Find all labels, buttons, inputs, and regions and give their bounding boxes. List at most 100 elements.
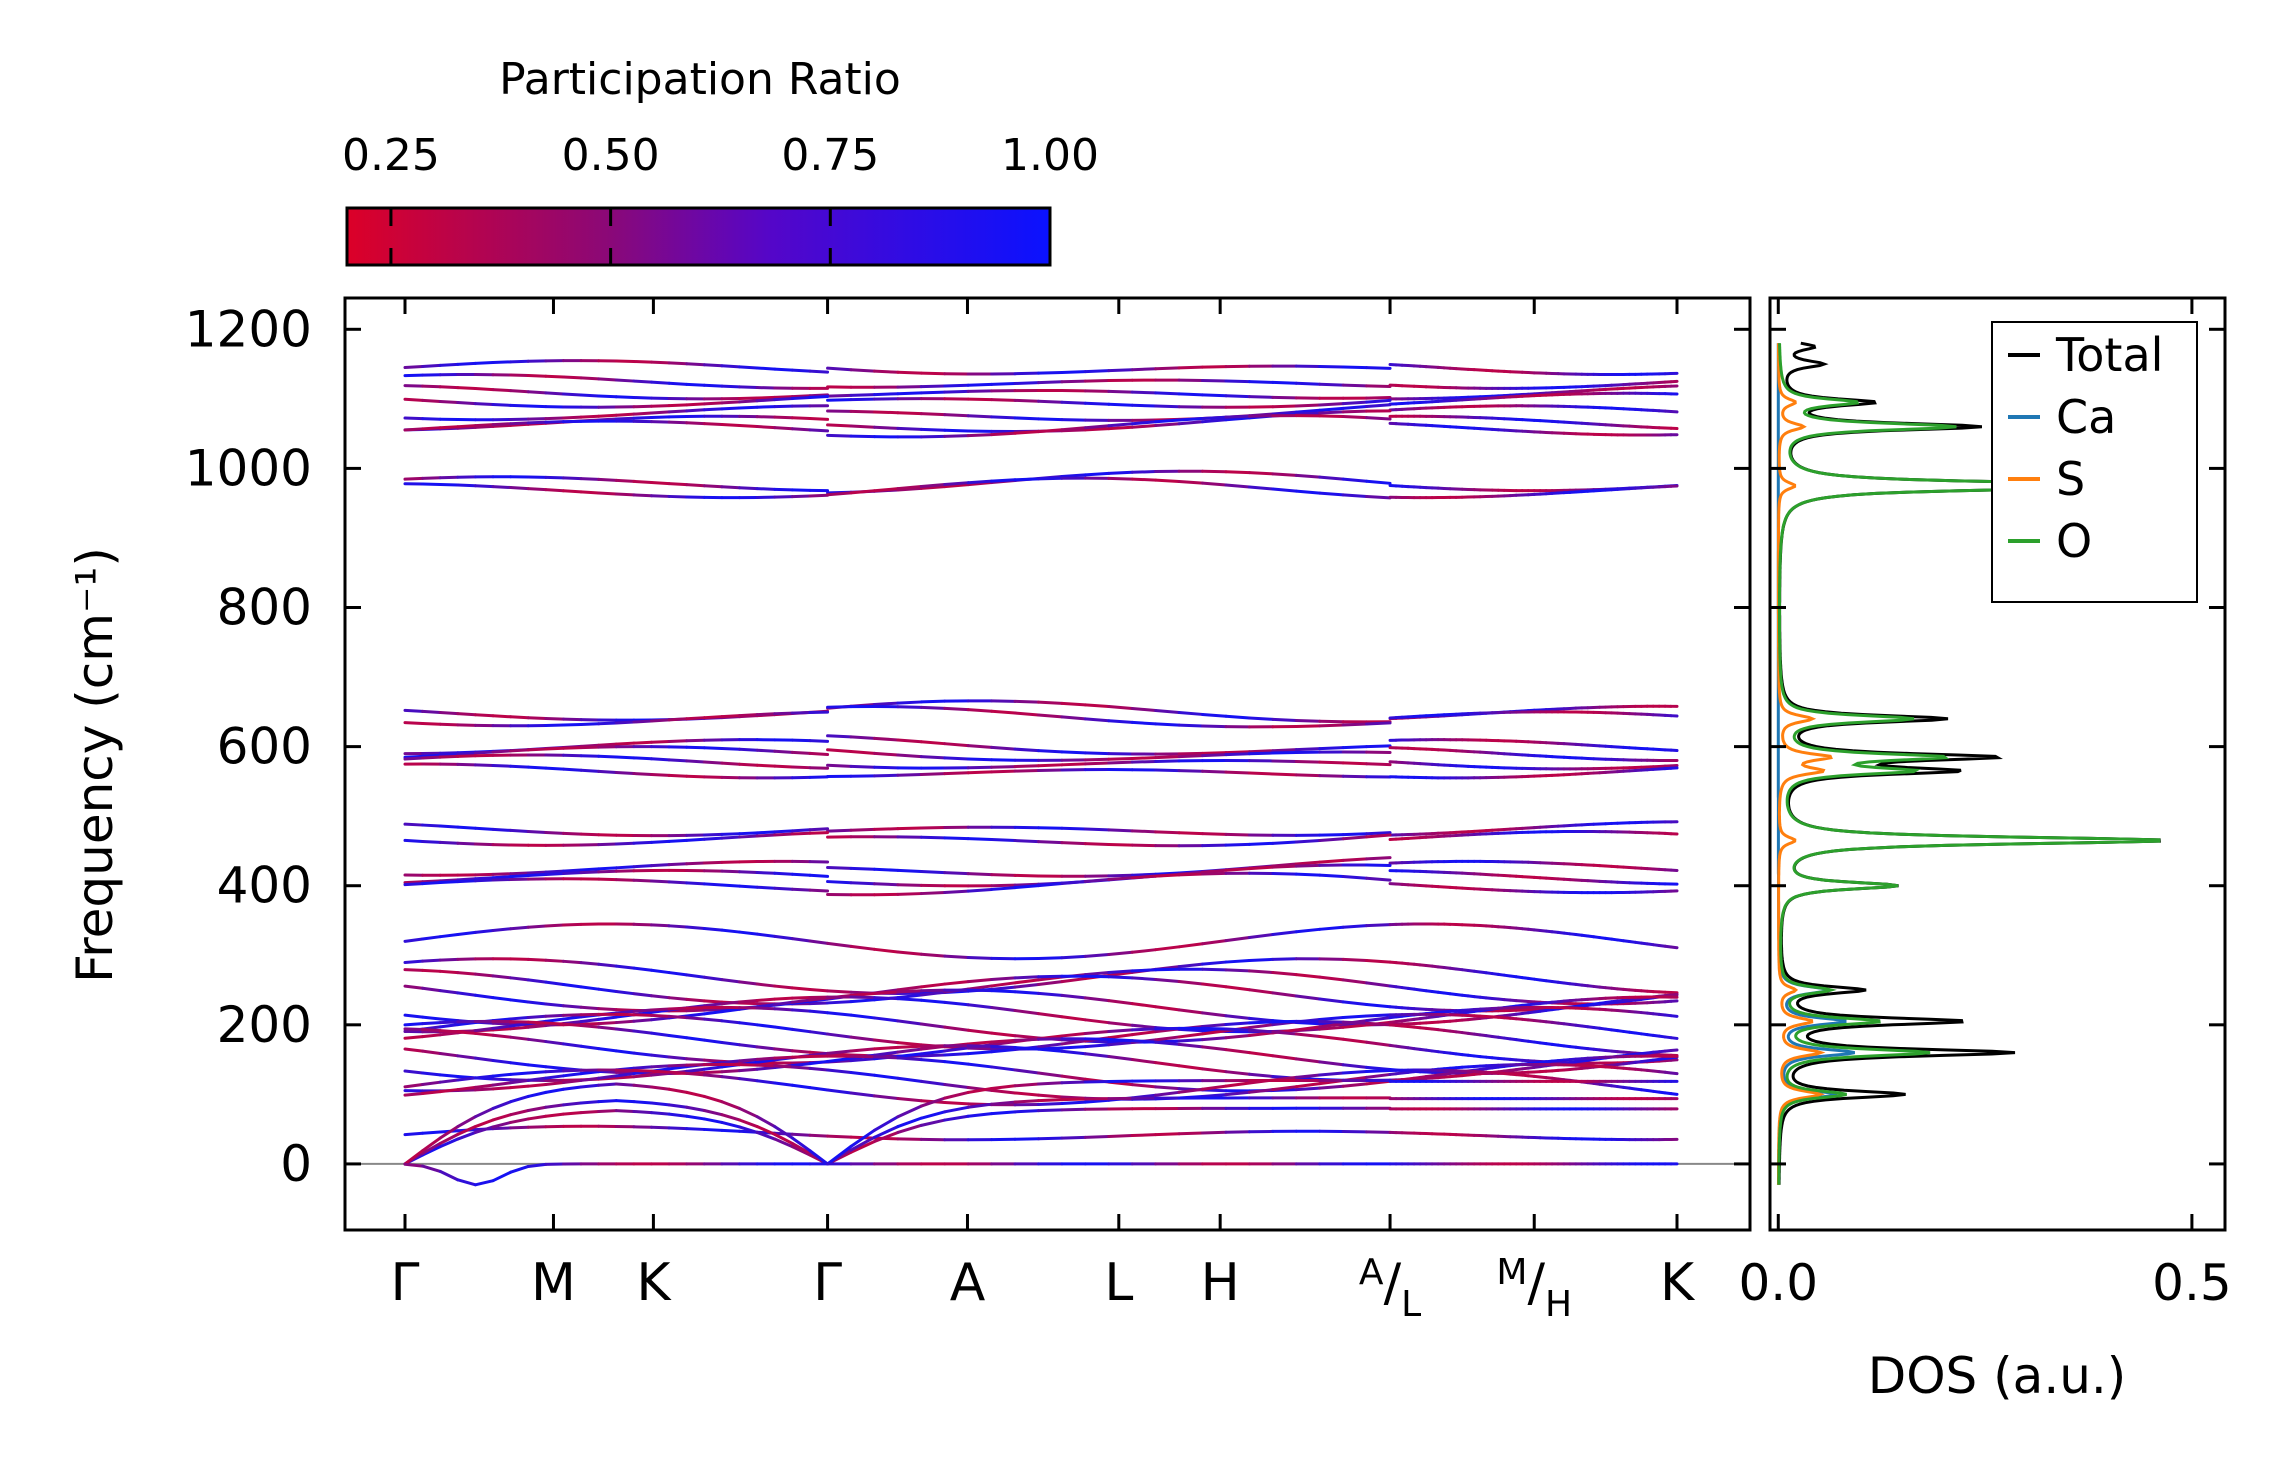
band-line-segment: [828, 868, 851, 869]
band-line-segment: [1249, 718, 1272, 719]
band-line-segment: [1367, 1005, 1390, 1007]
band-line-segment: [921, 707, 944, 708]
band-line-segment: [810, 397, 828, 398]
band-line-segment: [828, 435, 851, 436]
band-line-segment: [634, 1053, 652, 1055]
band-line-segment: [1062, 1099, 1085, 1100]
band-line-segment: [921, 837, 944, 838]
band-line-segment: [757, 1008, 775, 1009]
band-line-segment: [1203, 941, 1226, 944]
legend-label: Total: [2055, 328, 2163, 382]
band-line-segment: [1015, 701, 1038, 702]
band-line-segment: [945, 1062, 968, 1064]
band-line-segment: [1296, 1088, 1319, 1089]
band-line-segment: [405, 884, 423, 885]
band-line-segment: [704, 1001, 722, 1002]
band-line-segment: [511, 488, 529, 489]
band-line-segment: [968, 1005, 991, 1008]
band-line-segment: [1367, 398, 1390, 399]
band-line-segment: [687, 404, 705, 405]
band-line-segment: [851, 829, 874, 830]
band-line-segment: [669, 760, 687, 761]
band-line-segment: [1085, 763, 1108, 764]
band-line-segment: [1249, 1053, 1272, 1056]
band-line-segment: [1203, 969, 1226, 970]
band-line-segment: [405, 939, 423, 941]
band-line-segment: [704, 1119, 722, 1123]
band-line-segment: [1226, 844, 1249, 845]
band-line-segment: [546, 871, 564, 872]
band-line-segment: [511, 978, 529, 980]
band-line-segment: [511, 750, 529, 751]
band-line-segment: [563, 394, 581, 395]
band-line-segment: [1179, 367, 1202, 368]
band-line-segment: [440, 991, 458, 993]
band-line-segment: [423, 365, 441, 366]
band-line-segment: [511, 766, 529, 767]
band-line-segment: [1062, 1034, 1085, 1036]
band-line-segment: [423, 711, 441, 712]
band-line-segment: [1039, 982, 1062, 985]
band-line-segment: [1273, 959, 1296, 960]
band-line-segment: [493, 1128, 511, 1129]
band-line-segment: [405, 1164, 423, 1166]
band-line-segment: [968, 1046, 991, 1047]
band-line-segment: [1039, 478, 1062, 479]
band-line-segment: [775, 998, 793, 999]
band-line-segment: [563, 719, 581, 720]
band-line-segment: [1296, 383, 1319, 384]
band-line-segment: [1296, 491, 1319, 493]
band-line-segment: [874, 738, 897, 740]
band-line-segment: [1320, 860, 1343, 862]
band-line-segment: [528, 767, 546, 768]
band-line-segment: [992, 1086, 1015, 1089]
band-line-segment: [616, 1111, 634, 1112]
band-line-segment: [405, 1084, 423, 1086]
band-line-segment: [1015, 1111, 1038, 1112]
band-line-segment: [1320, 408, 1343, 410]
band-line-segment: [1179, 1133, 1202, 1134]
band-line-segment: [898, 393, 921, 394]
band-line-segment: [757, 397, 775, 398]
band-line-segment: [874, 1075, 897, 1078]
band-line-segment: [757, 872, 775, 873]
band-line-segment: [546, 393, 564, 394]
band-line-segment: [669, 411, 687, 412]
band-line-segment: [810, 768, 828, 769]
band-line-segment: [652, 841, 670, 842]
band-line-segment: [634, 842, 652, 843]
band-line-segment: [1320, 416, 1343, 417]
band-line-segment: [634, 1067, 652, 1068]
band-line-segment: [1203, 1132, 1226, 1133]
band-line-segment: [599, 744, 617, 745]
band-line-segment: [405, 970, 423, 971]
band-line-segment: [874, 1018, 897, 1021]
band-line-segment: [616, 1011, 634, 1013]
band-line-segment: [1226, 416, 1249, 417]
band-line-segment: [1273, 932, 1296, 935]
band-line-segment: [792, 429, 810, 430]
band-line-segment: [1367, 746, 1390, 747]
band-line-segment: [511, 361, 529, 362]
band-line-segment: [851, 1056, 874, 1057]
band-line-segment: [921, 1120, 944, 1125]
band-line-segment: [1273, 474, 1296, 476]
band-line-segment: [1226, 485, 1249, 487]
band-line-segment: [1367, 835, 1390, 837]
band-line-segment: [775, 1083, 793, 1085]
band-line-segment: [740, 1045, 758, 1047]
band-line-segment: [898, 995, 921, 998]
band-line-segment: [563, 1113, 581, 1115]
band-line-segment: [968, 1114, 991, 1117]
band-line-segment: [1203, 420, 1226, 422]
band-line-segment: [1249, 753, 1272, 754]
band-line-segment: [945, 744, 968, 746]
band-line-segment: [1226, 396, 1249, 397]
band-line-segment: [493, 1088, 511, 1089]
band-line-segment: [722, 930, 740, 932]
band-line-segment: [1367, 1132, 1390, 1133]
band-line-segment: [1320, 1021, 1343, 1022]
band-line-segment: [874, 829, 897, 830]
band-line-segment: [757, 1025, 775, 1027]
band-line-segment: [669, 496, 687, 497]
